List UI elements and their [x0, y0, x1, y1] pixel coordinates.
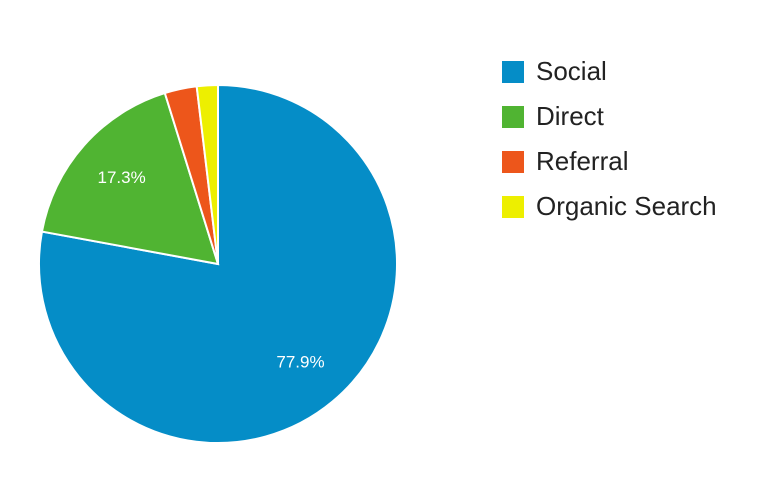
pie-slice — [195, 83, 219, 265]
slice-label: 77.9% — [276, 353, 324, 372]
pie-slice — [40, 91, 220, 266]
legend-label: Organic Search — [536, 191, 717, 221]
legend-swatch — [502, 61, 524, 83]
legend-swatch — [502, 196, 524, 218]
legend-label: Direct — [536, 101, 605, 131]
legend-swatch — [502, 151, 524, 173]
legend-label: Social — [536, 56, 607, 86]
legend-label: Referral — [536, 146, 628, 176]
pie-slice — [38, 83, 398, 444]
legend-swatch — [502, 106, 524, 128]
slice-label: 17.3% — [97, 168, 145, 187]
